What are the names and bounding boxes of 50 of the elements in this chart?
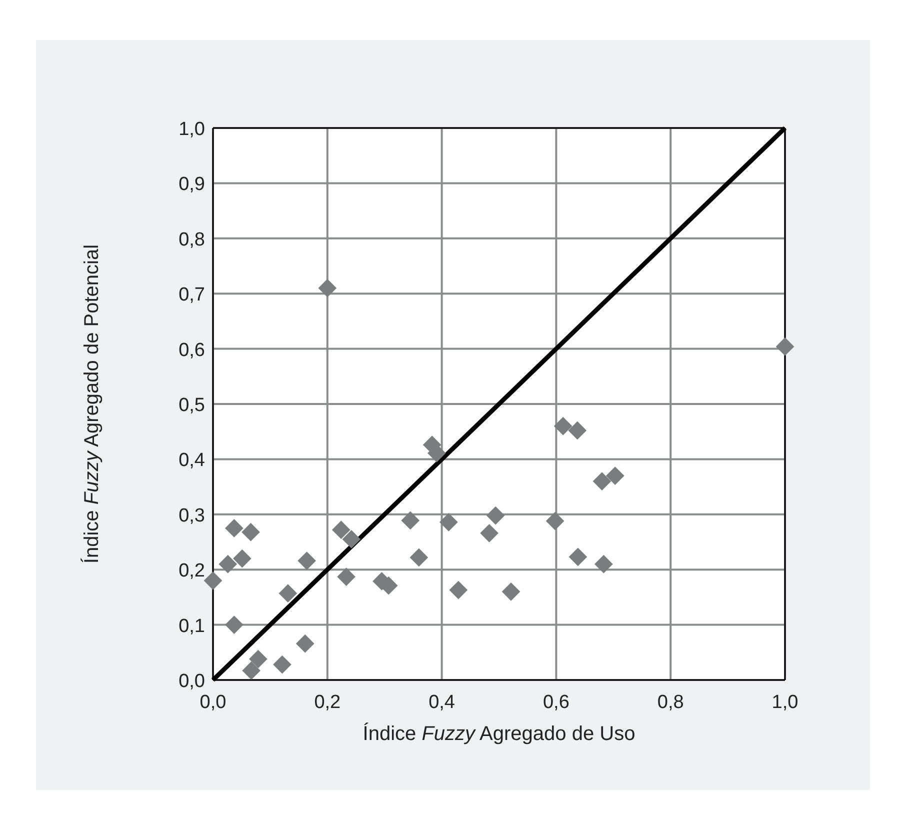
point xyxy=(502,582,520,601)
point xyxy=(298,552,316,570)
point xyxy=(594,554,613,574)
y-tick-label: 0,6 xyxy=(178,340,205,361)
x-axis-title: Índice Fuzzy Agregado de Uso xyxy=(362,722,636,745)
x-tick-label: 1,0 xyxy=(772,692,798,713)
point xyxy=(232,549,252,568)
point xyxy=(776,337,794,356)
point xyxy=(546,512,564,530)
y-tick-label: 0,9 xyxy=(178,174,205,196)
x-tick-label: 0,4 xyxy=(428,692,456,713)
point xyxy=(224,616,244,634)
y-tick-label: 0,4 xyxy=(178,450,206,472)
point xyxy=(218,554,238,574)
point xyxy=(204,571,222,590)
y-axis-title: Índice Fuzzy Agregado de Potencial xyxy=(80,244,103,564)
point xyxy=(273,655,292,674)
y-tick-label: 0,8 xyxy=(178,229,205,250)
point xyxy=(439,512,458,532)
point xyxy=(242,661,261,680)
point xyxy=(318,278,337,298)
point xyxy=(606,466,624,485)
point xyxy=(296,634,314,653)
point xyxy=(224,519,244,538)
point xyxy=(410,548,428,567)
y-tick-label: 1,0 xyxy=(178,119,205,140)
x-tick-label: 0,6 xyxy=(542,692,570,713)
point xyxy=(592,472,612,490)
point xyxy=(568,421,587,440)
point xyxy=(554,416,572,436)
point xyxy=(337,568,356,586)
point xyxy=(568,548,588,566)
y-tick-label: 0,5 xyxy=(178,395,205,416)
x-tick-label: 0,2 xyxy=(314,692,341,713)
y-tick-label: 0,1 xyxy=(178,616,205,637)
point xyxy=(480,524,498,542)
point xyxy=(486,506,505,525)
point xyxy=(332,520,350,540)
x-tick-label: 0,8 xyxy=(657,692,684,713)
point xyxy=(249,650,268,668)
point xyxy=(401,511,420,530)
y-tick-label: 0,3 xyxy=(178,505,205,526)
y-tick-label: 0,2 xyxy=(178,560,205,582)
point xyxy=(242,522,260,542)
y-tick-label: 0,0 xyxy=(178,671,205,692)
x-tick-label: 0,0 xyxy=(200,692,226,713)
point xyxy=(449,580,468,600)
point xyxy=(342,530,361,548)
point xyxy=(278,584,298,603)
y-tick-label: 0,7 xyxy=(178,284,205,306)
